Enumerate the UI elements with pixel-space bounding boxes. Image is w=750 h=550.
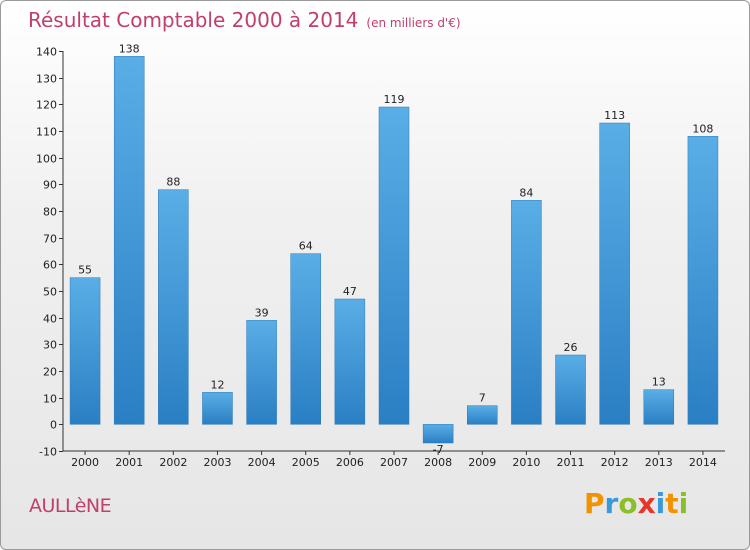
x-tick-label-2014: 2014 — [689, 456, 717, 469]
value-label-2010: 84 — [519, 186, 533, 199]
bar-2001 — [113, 56, 145, 425]
location-name: AULLèNE — [29, 495, 112, 517]
x-tick-label-2003: 2003 — [203, 456, 231, 469]
y-tick-label: 50 — [43, 286, 57, 299]
bar-2010 — [511, 200, 542, 425]
value-label-2003: 12 — [210, 378, 224, 391]
y-tick-label: 140 — [36, 46, 57, 59]
x-tick-label-2001: 2001 — [115, 456, 143, 469]
proxiti-logo: Proxiti — [584, 487, 688, 520]
y-tick-label: 0 — [50, 419, 57, 432]
y-tick-label: 110 — [36, 126, 57, 139]
value-label-2002: 88 — [166, 176, 180, 189]
bar-2014 — [687, 136, 719, 425]
x-tick-label-2012: 2012 — [601, 456, 629, 469]
chart-title: Résultat Comptable 2000 à 2014 (en millie… — [28, 8, 461, 32]
value-label-2008: -7 — [433, 443, 444, 456]
value-label-2013: 13 — [652, 376, 666, 389]
x-tick-label-2004: 2004 — [248, 456, 276, 469]
x-tick-label-2010: 2010 — [512, 456, 540, 469]
y-tick-label: 100 — [36, 153, 57, 166]
bar-2007 — [378, 106, 410, 425]
y-tick-label: 30 — [43, 339, 57, 352]
value-label-2000: 55 — [78, 264, 92, 277]
bar-2009 — [467, 405, 498, 425]
x-tick-label-2009: 2009 — [468, 456, 496, 469]
bar-2013 — [643, 389, 675, 425]
x-tick-label-2005: 2005 — [292, 456, 320, 469]
bar-2003 — [202, 392, 233, 425]
logo-letter: t — [665, 487, 679, 520]
value-label-2011: 26 — [564, 341, 578, 354]
bar-2000 — [69, 277, 101, 425]
x-tick-label-2007: 2007 — [380, 456, 408, 469]
bar-2008 — [422, 424, 454, 444]
value-label-2009: 7 — [479, 392, 486, 405]
y-tick-label: 60 — [43, 259, 57, 272]
x-tick-label-2006: 2006 — [336, 456, 364, 469]
bar-2012 — [599, 122, 630, 425]
logo-letter: o — [618, 487, 638, 520]
logo-letter: P — [584, 487, 605, 520]
logo-letter: x — [637, 487, 656, 520]
y-tick-label: 120 — [36, 99, 57, 112]
y-tick-label: 10 — [43, 393, 57, 406]
bar-2002 — [158, 189, 189, 425]
logo-letter: i — [678, 487, 689, 520]
value-label-2001: 138 — [119, 42, 140, 55]
value-label-2004: 39 — [255, 306, 269, 319]
bar-2006 — [334, 298, 366, 425]
value-label-2007: 119 — [384, 93, 405, 106]
y-tick-label: 80 — [43, 206, 57, 219]
value-label-2014: 108 — [692, 122, 713, 135]
x-tick-label-2008: 2008 — [424, 456, 452, 469]
y-tick-label: -10 — [39, 446, 57, 459]
bar-2005 — [290, 253, 321, 425]
y-tick-label: 90 — [43, 179, 57, 192]
value-label-2005: 64 — [299, 240, 313, 253]
y-tick-label: 130 — [36, 73, 57, 86]
chart-title-text: Résultat Comptable 2000 à 2014 — [28, 8, 359, 32]
bar-2004 — [246, 320, 277, 425]
chart-unit: (en milliers d'€) — [366, 16, 461, 30]
bar-2011 — [555, 354, 586, 425]
value-label-2006: 47 — [343, 285, 357, 298]
x-tick-label-2002: 2002 — [159, 456, 187, 469]
x-tick-label-2011: 2011 — [557, 456, 585, 469]
y-tick-label: 70 — [43, 233, 57, 246]
x-tick-label-2000: 2000 — [71, 456, 99, 469]
logo-letter: r — [604, 487, 619, 520]
y-tick-label: 40 — [43, 313, 57, 326]
y-tick-label: 20 — [43, 366, 57, 379]
logo-letter: i — [655, 487, 666, 520]
value-label-2012: 113 — [604, 109, 625, 122]
x-tick-label-2013: 2013 — [645, 456, 673, 469]
